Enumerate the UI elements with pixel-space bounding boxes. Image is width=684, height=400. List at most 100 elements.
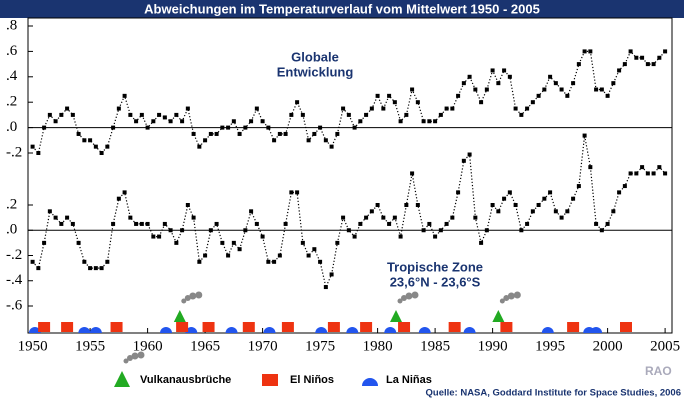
y-tick-label: .0 [6,222,17,238]
data-point [185,203,190,207]
data-point [548,74,553,79]
data-point [427,119,432,124]
data-point [42,240,47,245]
x-tick-label: 1985 [420,338,450,354]
data-point [507,74,512,79]
smoke [405,292,413,300]
data-point [444,106,449,111]
x-tick-label: 1980 [363,338,393,354]
smoke [397,298,403,304]
data-point [260,234,265,239]
data-point [226,253,231,258]
data-point [203,253,208,258]
data-point [484,87,489,92]
data-point [220,125,225,130]
el-nino [448,322,461,332]
smoke [127,355,133,361]
data-point [536,93,541,98]
data-point [461,158,466,163]
el-nino [500,322,513,332]
data-point [479,240,484,245]
data-point [559,215,564,220]
data-point [47,112,52,117]
data-point [300,240,305,245]
data-point [364,215,369,220]
data-point [398,119,403,124]
data-point [594,87,599,92]
la-nina [418,327,431,333]
data-point [237,131,242,136]
data-point [111,125,116,130]
la-nina [384,327,397,333]
data-point [513,203,518,207]
data-point [249,209,254,214]
x-tick-label: 1970 [248,338,278,354]
data-point [99,266,104,271]
data-point [369,209,374,214]
x-tick-label: 1995 [535,338,565,354]
el-nino [202,322,215,332]
data-point [519,112,524,117]
data-point [513,106,518,111]
la-nina [590,327,603,333]
data-point [352,234,357,239]
data-point [214,131,219,136]
data-point [519,228,524,233]
data-point [226,125,231,130]
data-point [542,196,547,201]
annotation: Globale [291,49,339,64]
data-point [461,81,466,86]
data-point [663,171,668,176]
data-point [53,215,58,220]
data-point [283,131,288,136]
x-tick-label: 1975 [305,338,335,354]
data-point [329,272,334,277]
annotation: Entwicklung [277,64,354,79]
data-point [300,112,305,117]
title-bar [0,0,684,18]
data-point [565,209,570,214]
data-point [134,119,139,124]
smoke [181,298,187,304]
data-point [381,215,386,220]
data-point [162,115,167,120]
data-point [243,228,248,233]
data-point [231,119,236,124]
data-point [617,68,622,73]
smoke [503,295,510,301]
x-tick-label: 1950 [18,338,48,354]
data-point [410,87,415,92]
data-point [197,144,202,149]
la-nina [315,327,328,333]
data-point [410,171,415,176]
watermark: RAO [645,364,672,378]
data-point [387,93,392,98]
data-point [36,151,41,155]
data-point [254,221,259,226]
data-point [145,221,150,226]
y-tick-label: -.4 [6,272,23,288]
legend-swatch [362,378,378,386]
data-point [467,152,472,157]
x-tick-label: 1990 [478,338,508,354]
data-point [599,228,604,233]
data-point [622,184,627,189]
data-point [622,62,627,67]
data-point [168,119,173,124]
data-point [306,253,311,258]
data-point [502,68,507,73]
volcano [173,310,186,322]
data-point [82,259,87,264]
data-point [456,190,461,195]
data-point [490,203,495,207]
data-point [180,119,185,124]
data-point [243,125,248,130]
data-point [329,144,334,149]
el-nino [360,322,373,332]
volcano [390,310,402,322]
data-point [576,62,581,67]
data-point [358,119,363,124]
el-nino [620,322,632,332]
data-point [479,100,484,105]
data-point [392,215,397,220]
